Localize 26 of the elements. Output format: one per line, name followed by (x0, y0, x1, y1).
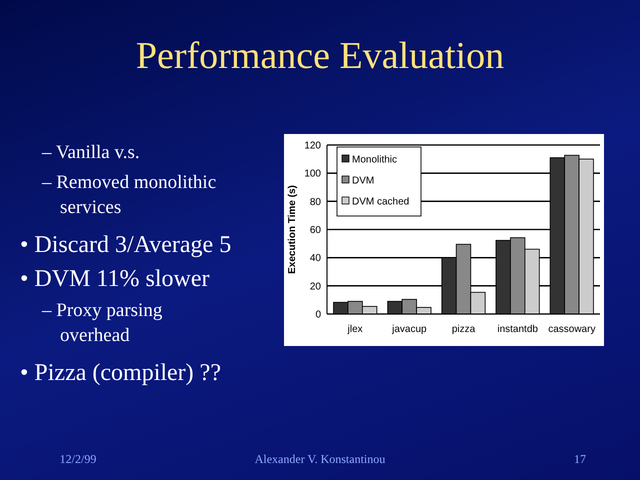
text: – Removed monolithic services (42, 171, 218, 220)
text: – Vanilla v.s. (42, 141, 141, 165)
x-tick-label: javacup (391, 324, 428, 335)
text: 12/2/99 (58, 452, 98, 467)
legend-label: DVM (352, 176, 374, 186)
y-tick-label: 20 (310, 281, 322, 292)
text: – Proxy parsing overhead (42, 299, 164, 348)
x-tick-label: cassowary (548, 324, 596, 335)
text: • Pizza (compiler) ?? (20, 359, 222, 388)
y-tick-label: 120 (304, 140, 322, 152)
y-tick-label: 60 (310, 225, 322, 236)
chart-title: Performance Evaluation (134, 34, 506, 78)
text: • Discard 3/Average 5 (20, 232, 232, 258)
x-tick-label: pizza (452, 324, 476, 335)
legend-label: DVM cached (352, 196, 410, 208)
x-tick-label: instantdb (497, 324, 538, 335)
y-axis-title: Execution Time (s) (287, 185, 298, 274)
y-tick-label: 100 (304, 168, 322, 180)
y-tick-label: 80 (310, 196, 322, 208)
legend-label: Monolithic (352, 154, 398, 166)
text: • DVM 11% slower (20, 266, 210, 292)
text: Alexander V. Konstantinou (254, 452, 386, 467)
y-tick-label: 40 (310, 253, 322, 264)
x-tick-label: jlex (346, 324, 363, 335)
y-tick-label: 0 (315, 310, 322, 320)
text: 17 (573, 452, 587, 467)
